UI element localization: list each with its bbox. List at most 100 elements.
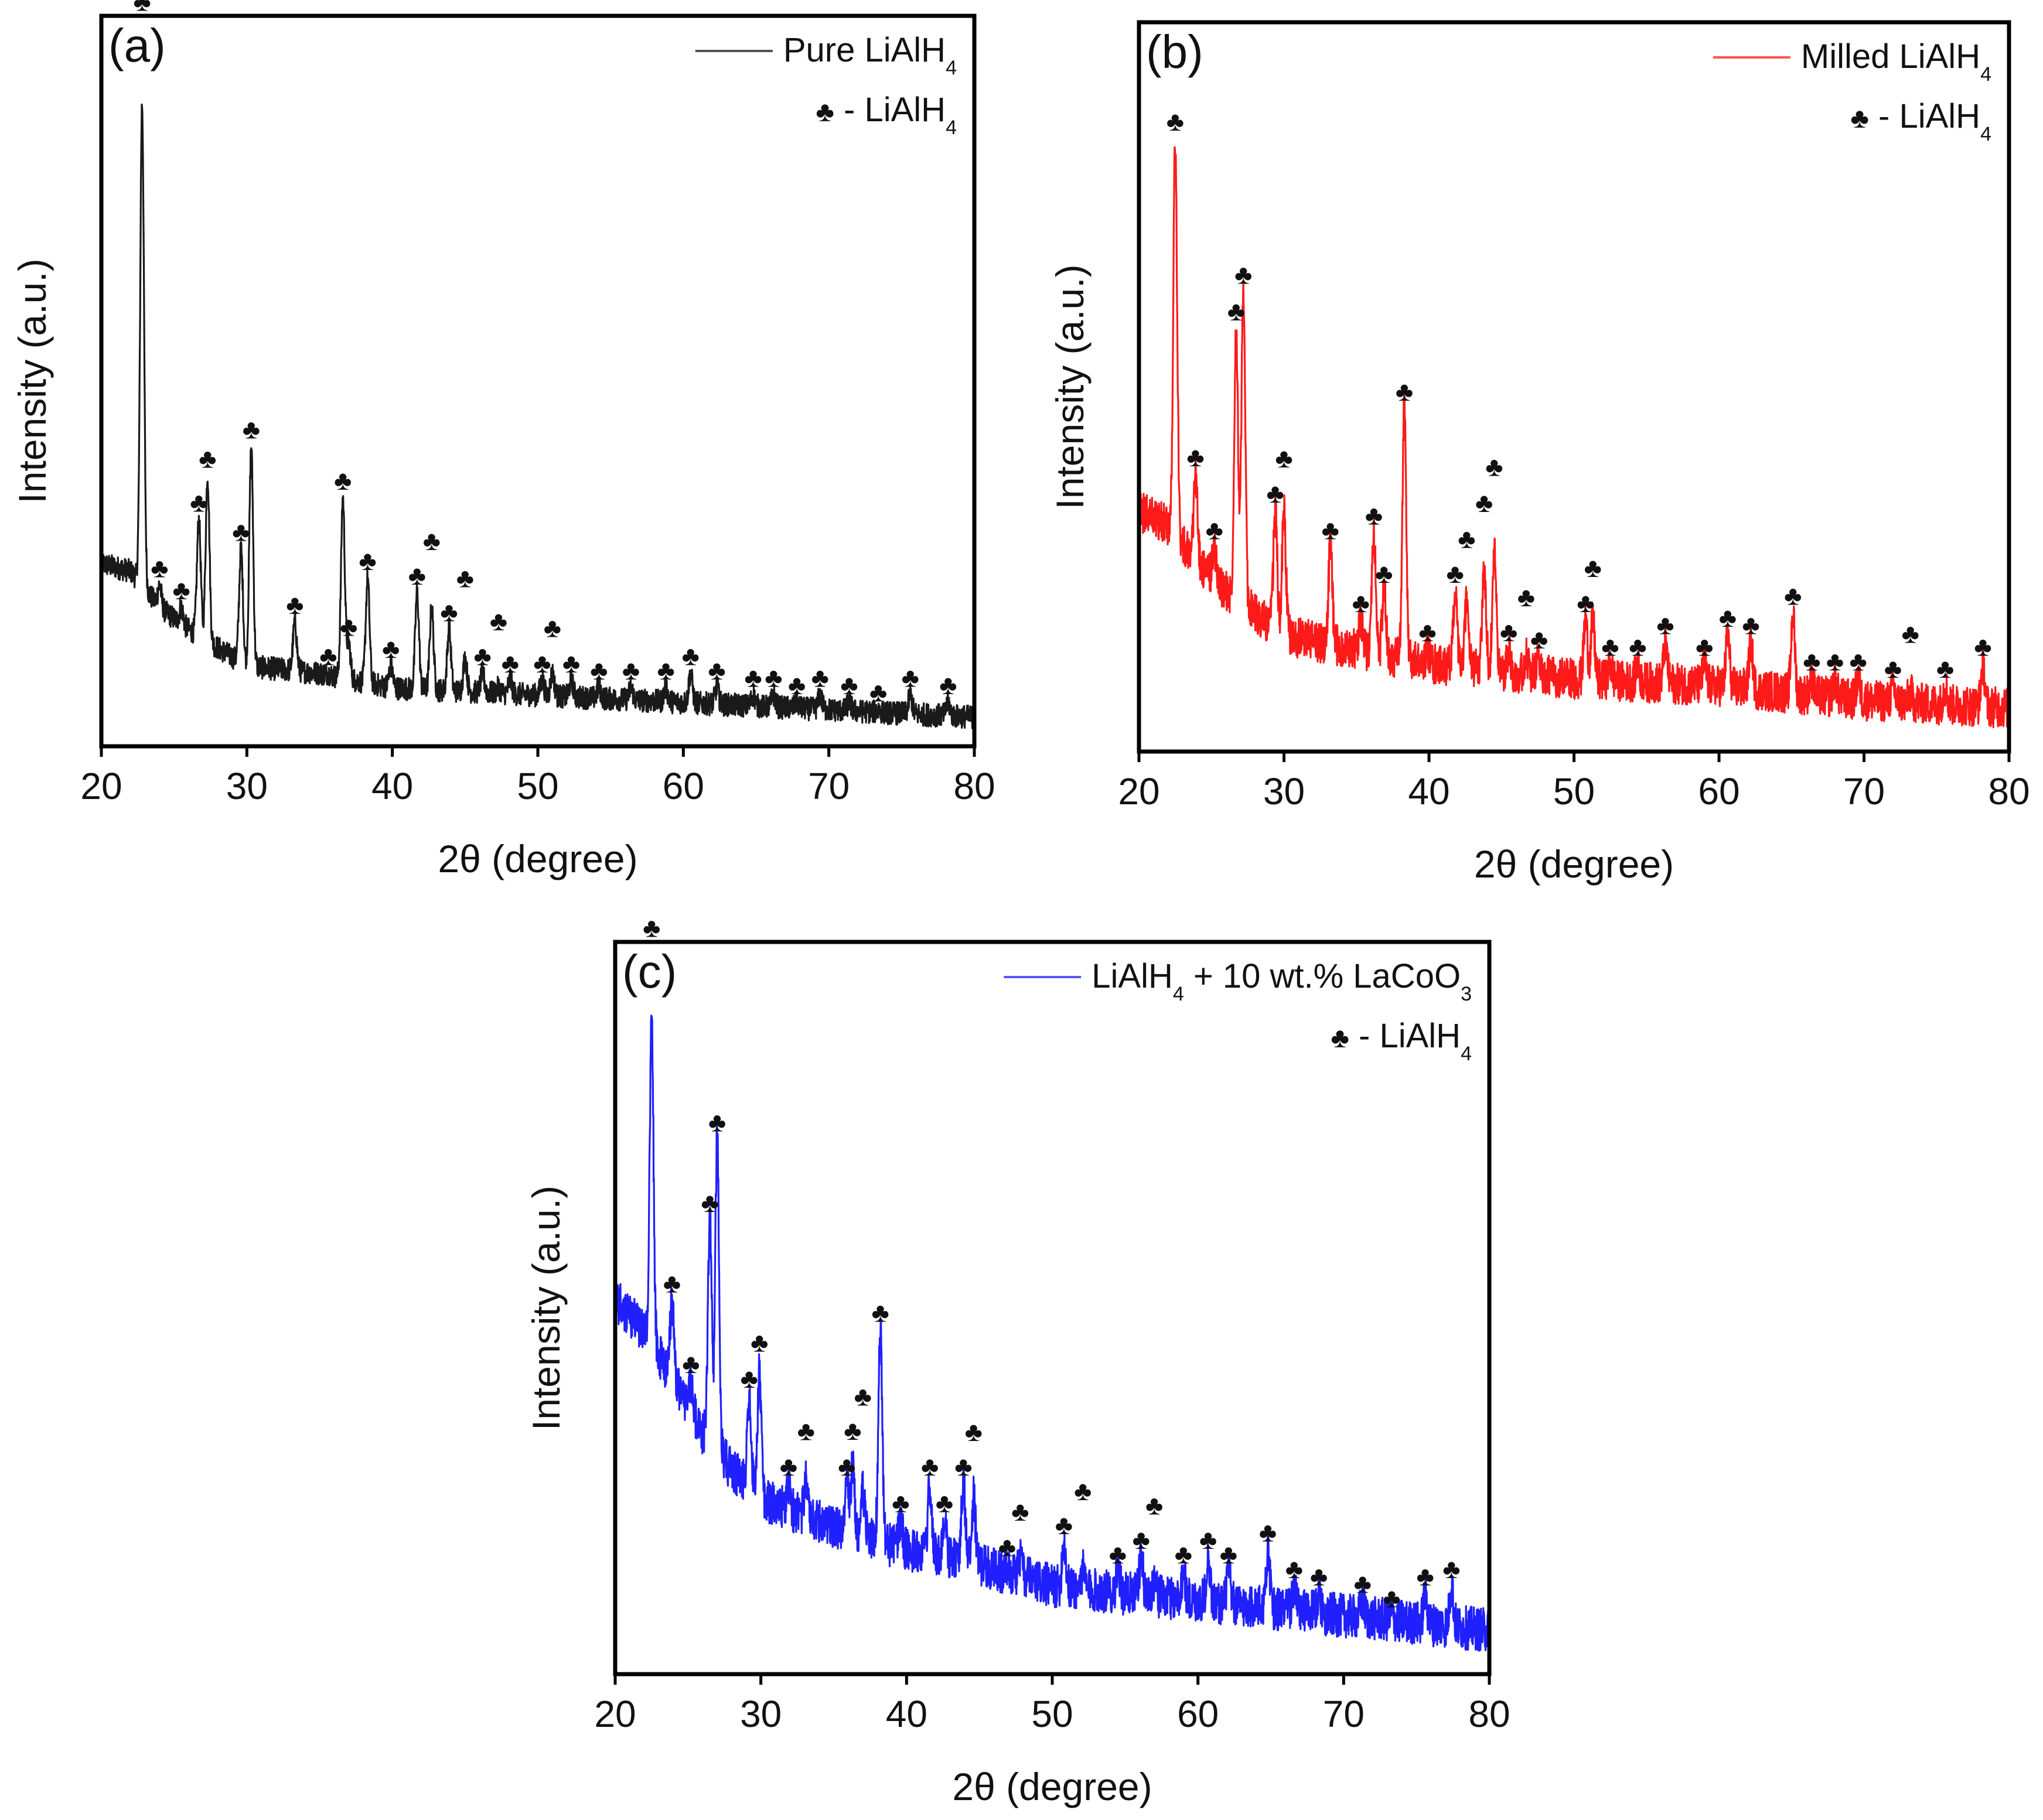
peak-marker: ♣ <box>590 655 608 685</box>
legend-text: LiAlH <box>1092 957 1173 995</box>
peak-marker: ♣ <box>1175 1539 1192 1569</box>
legend-subscript: 4 <box>1461 1043 1472 1065</box>
peak-marker: ♣ <box>744 663 762 693</box>
y-axis-title: Intensity (a.u.) <box>1048 264 1092 509</box>
peak-marker: ♣ <box>892 1488 909 1518</box>
peak-marker: ♣ <box>1446 558 1464 589</box>
peak-marker: ♣ <box>701 1187 719 1218</box>
peak-marker: ♣ <box>1206 514 1223 545</box>
peak-marker: ♣ <box>1167 106 1184 136</box>
club-marker-icon: ♣ <box>1331 1023 1349 1054</box>
x-tick-label: 20 <box>80 765 122 807</box>
peak-marker: ♣ <box>1458 524 1475 554</box>
peak-marker: ♣ <box>939 670 957 700</box>
x-tick-label: 30 <box>226 765 268 807</box>
panel-label: (c) <box>622 945 677 998</box>
peak-marker: ♣ <box>1055 1510 1073 1540</box>
peak-marker: ♣ <box>741 1363 758 1394</box>
peak-marker: ♣ <box>622 655 640 685</box>
peak-marker: ♣ <box>869 677 887 708</box>
legend-subscript: 3 <box>1461 983 1472 1005</box>
peak-marker: ♣ <box>965 1416 983 1447</box>
peak-marker: ♣ <box>1884 653 1902 684</box>
peak-marker: ♣ <box>643 913 660 943</box>
panel-c: 20 30 40 50 60 70 80 2θ (degree) Intensity (a.u.… <box>524 913 1510 1809</box>
peak-marker: ♣ <box>998 1532 1016 1562</box>
peak-marker: ♣ <box>1584 552 1602 583</box>
peak-marker: ♣ <box>1500 617 1517 647</box>
legend-text: - LiAlH <box>1349 1017 1461 1055</box>
peak-marker: ♣ <box>423 525 441 556</box>
peak-marker: ♣ <box>408 560 426 590</box>
club-marker-icon: ♣ <box>1850 103 1869 134</box>
legend-text: - LiAlH <box>1869 97 1980 135</box>
x-tick-label: 50 <box>1031 1693 1073 1735</box>
peak-marker: ♣ <box>1826 646 1844 677</box>
y-axis-title: Intensity (a.u.) <box>524 1186 568 1430</box>
peak-marker: ♣ <box>544 612 561 643</box>
x-tick-label: 20 <box>594 1693 636 1735</box>
peak-marker: ♣ <box>1719 602 1737 633</box>
peak-marker: ♣ <box>1322 514 1339 545</box>
peak-marker: ♣ <box>490 606 507 636</box>
peak-marker: ♣ <box>840 670 858 700</box>
peak-marker: ♣ <box>319 640 337 671</box>
x-tick-label: 40 <box>371 765 413 807</box>
peak-marker: ♣ <box>1803 646 1820 677</box>
peak-marker: ♣ <box>1902 618 1919 648</box>
club-marker-icon: ♣ <box>816 97 834 128</box>
legend-text: Milled LiAlH <box>1801 37 1980 76</box>
peak-marker: ♣ <box>663 1268 681 1299</box>
xrd-trace-1 <box>1138 146 2010 729</box>
peak-marker: ♣ <box>1629 631 1646 662</box>
panel-b: 20 30 40 50 60 70 80 2θ (degree) Intensity (a.u.… <box>1048 20 2030 886</box>
peak-marker: ♣ <box>921 1451 939 1481</box>
xrd-trace-0 <box>100 103 976 729</box>
peak-marker: ♣ <box>199 443 216 474</box>
legend-series-label: LiAlH4 + 10 wt.% LaCoO3 <box>1092 957 1472 1005</box>
peak-marker: ♣ <box>190 487 207 517</box>
panel-label: (a) <box>108 19 166 71</box>
peak-marker: ♣ <box>954 1451 972 1481</box>
peak-marker: ♣ <box>1227 296 1245 326</box>
peak-marker: ♣ <box>440 596 458 627</box>
peak-marker: ♣ <box>854 1381 872 1412</box>
peak-marker: ♣ <box>1656 609 1674 640</box>
peak-marker: ♣ <box>172 575 190 605</box>
peak-marker: ♣ <box>1199 1524 1217 1555</box>
peak-marker: ♣ <box>456 562 474 593</box>
peak-marker: ♣ <box>562 648 580 678</box>
peak-marker: ♣ <box>1530 624 1548 654</box>
peak-marker: ♣ <box>1234 259 1252 290</box>
peak-marker: ♣ <box>1416 1561 1434 1592</box>
legend-subscript: 4 <box>1173 983 1184 1005</box>
x-tick-label: 70 <box>808 765 850 807</box>
peak-marker: ♣ <box>1133 1524 1150 1555</box>
x-tick-label: 50 <box>1553 770 1595 812</box>
peak-marker: ♣ <box>1354 1568 1372 1599</box>
peak-marker: ♣ <box>359 545 376 576</box>
peak-marker: ♣ <box>1974 631 1991 662</box>
peak-marker: ♣ <box>1365 500 1383 531</box>
peak-marker: ♣ <box>1936 653 1954 684</box>
peak-marker: ♣ <box>765 663 782 693</box>
x-tick-label: 30 <box>1263 770 1305 812</box>
peak-marker: ♣ <box>1517 582 1535 612</box>
legend-text: - LiAlH <box>834 91 946 129</box>
legend-subscript: 4 <box>1980 123 1991 145</box>
peak-marker: ♣ <box>1742 609 1759 640</box>
legend-series-label: Milled LiAlH4 <box>1801 37 1991 86</box>
peak-marker: ♣ <box>474 640 492 671</box>
legend-marker-label: ♣ - LiAlH4 <box>1850 97 1991 145</box>
peak-marker: ♣ <box>708 655 725 685</box>
peak-marker: ♣ <box>844 1415 861 1446</box>
peak-marker: ♣ <box>682 640 700 671</box>
peak-marker: ♣ <box>902 663 919 693</box>
peak-marker: ♣ <box>133 0 151 17</box>
peak-marker: ♣ <box>1784 580 1802 610</box>
x-axis-title: 2θ (degree) <box>952 1765 1152 1808</box>
peak-marker: ♣ <box>1011 1496 1029 1527</box>
peak-marker: ♣ <box>151 553 168 583</box>
x-tick-label: 20 <box>1118 770 1159 812</box>
